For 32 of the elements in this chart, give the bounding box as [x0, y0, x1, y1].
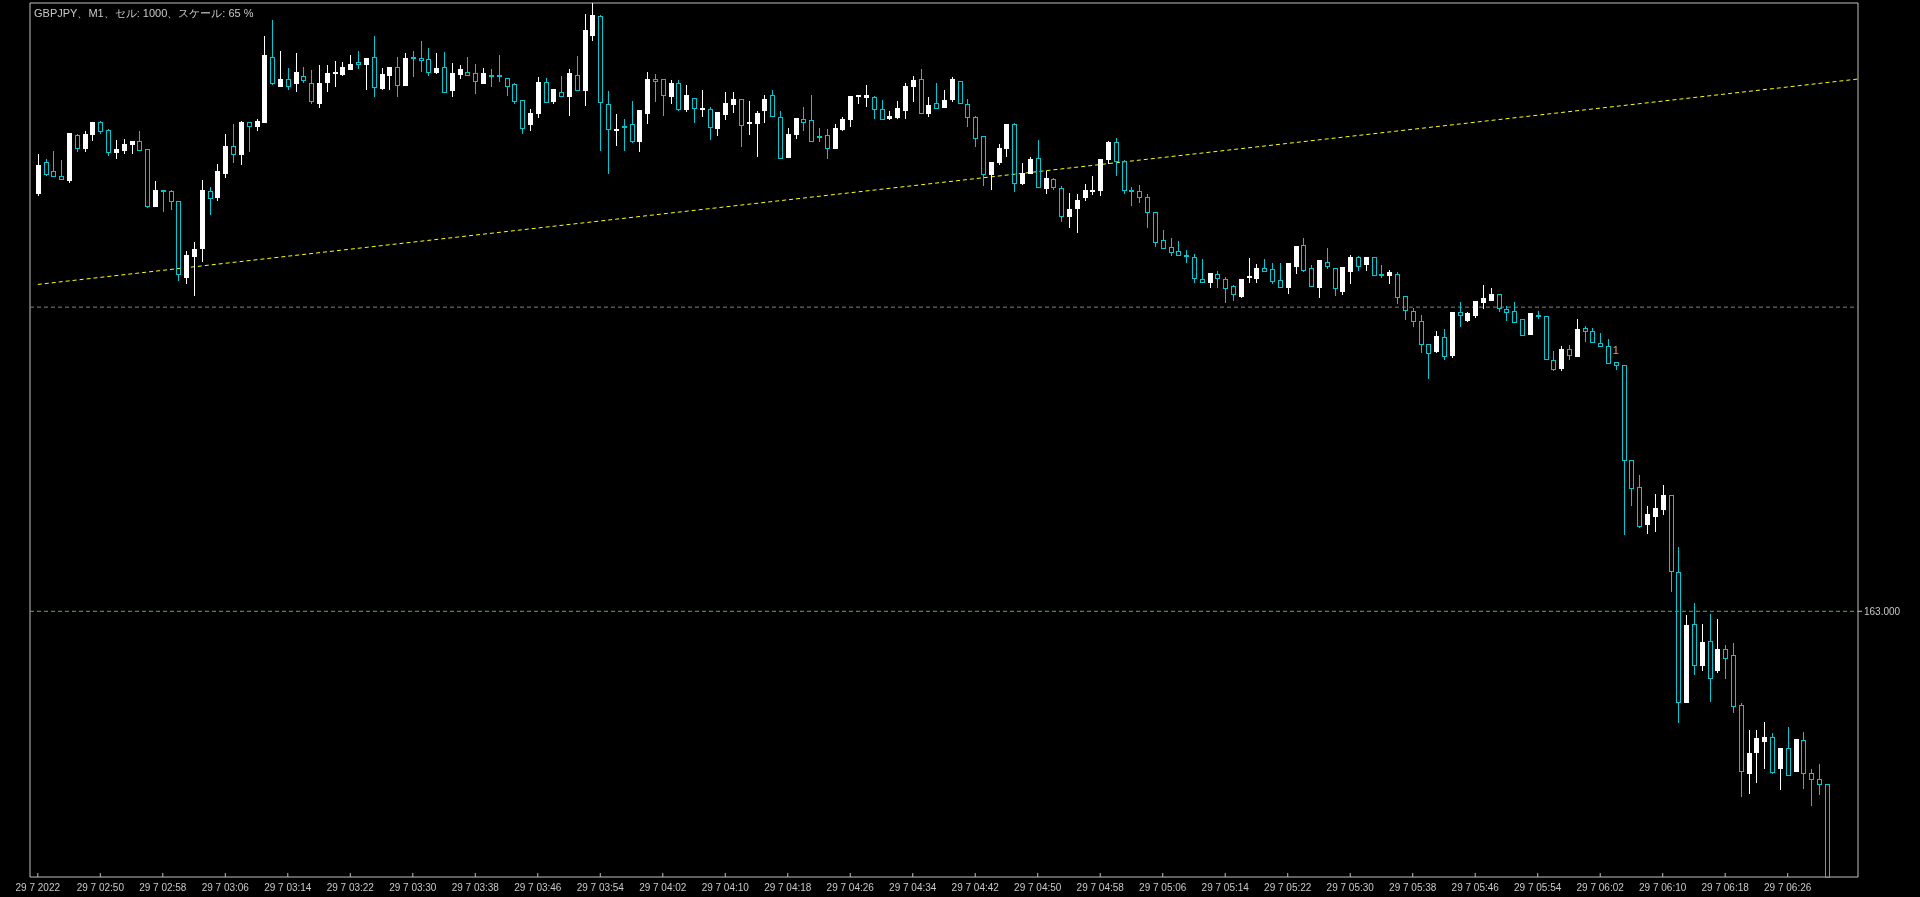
x-tick-label: 29 7 06:18: [1701, 882, 1750, 893]
x-tick-label: 29 7 02:58: [139, 882, 187, 893]
x-tick-label: 29 7 05:06: [1139, 882, 1187, 893]
x-tick-label: 29 7 03:06: [201, 882, 250, 893]
x-tick-label: 29 7 03:30: [389, 882, 437, 893]
x-tick-label: 29 7 05:30: [1326, 882, 1375, 893]
x-tick-label: 29 7 05:38: [1389, 882, 1437, 893]
x-tick-label: 29 7 04:58: [1076, 882, 1125, 893]
x-tick-label: 29 7 05:54: [1514, 882, 1562, 893]
x-tick-label: 29 7 04:34: [889, 882, 937, 893]
x-tick-label: 29 7 04:18: [764, 882, 812, 893]
x-tick-label: 29 7 06:26: [1764, 882, 1812, 893]
x-tick-label: 29 7 04:26: [826, 882, 875, 893]
title: GBPJPY、M1、セル: 1000、スケール: 65 %: [34, 7, 254, 19]
x-tick-label: 29 7 03:54: [576, 882, 625, 893]
x-tick-label: 29 7 2022: [15, 882, 61, 893]
x-tick-label: 29 7 06:10: [1639, 882, 1687, 893]
x-tick-label: 29 7 04:50: [1014, 882, 1062, 893]
x-tick-label: 29 7 03:14: [264, 882, 312, 893]
annotation: 1: [1612, 344, 1619, 357]
x-tick-label: 29 7 05:14: [1201, 882, 1250, 893]
x-tick-label: 29 7 03:22: [326, 882, 375, 893]
x-tick-label: 29 7 04:02: [639, 882, 687, 893]
x-tick-label: 29 7 05:46: [1451, 882, 1500, 893]
annotation: 163.000: [1864, 606, 1901, 618]
x-tick-label: 29 7 05:22: [1264, 882, 1312, 893]
x-tick-label: 29 7 04:10: [701, 882, 750, 893]
x-tick-label: 29 7 03:46: [514, 882, 562, 893]
x-tick-label: 29 7 02:50: [76, 882, 125, 893]
x-tick-label: 29 7 04:42: [951, 882, 1000, 893]
x-tick-label: 29 7 06:02: [1576, 882, 1625, 893]
x-tick-label: 29 7 03:38: [451, 882, 500, 893]
